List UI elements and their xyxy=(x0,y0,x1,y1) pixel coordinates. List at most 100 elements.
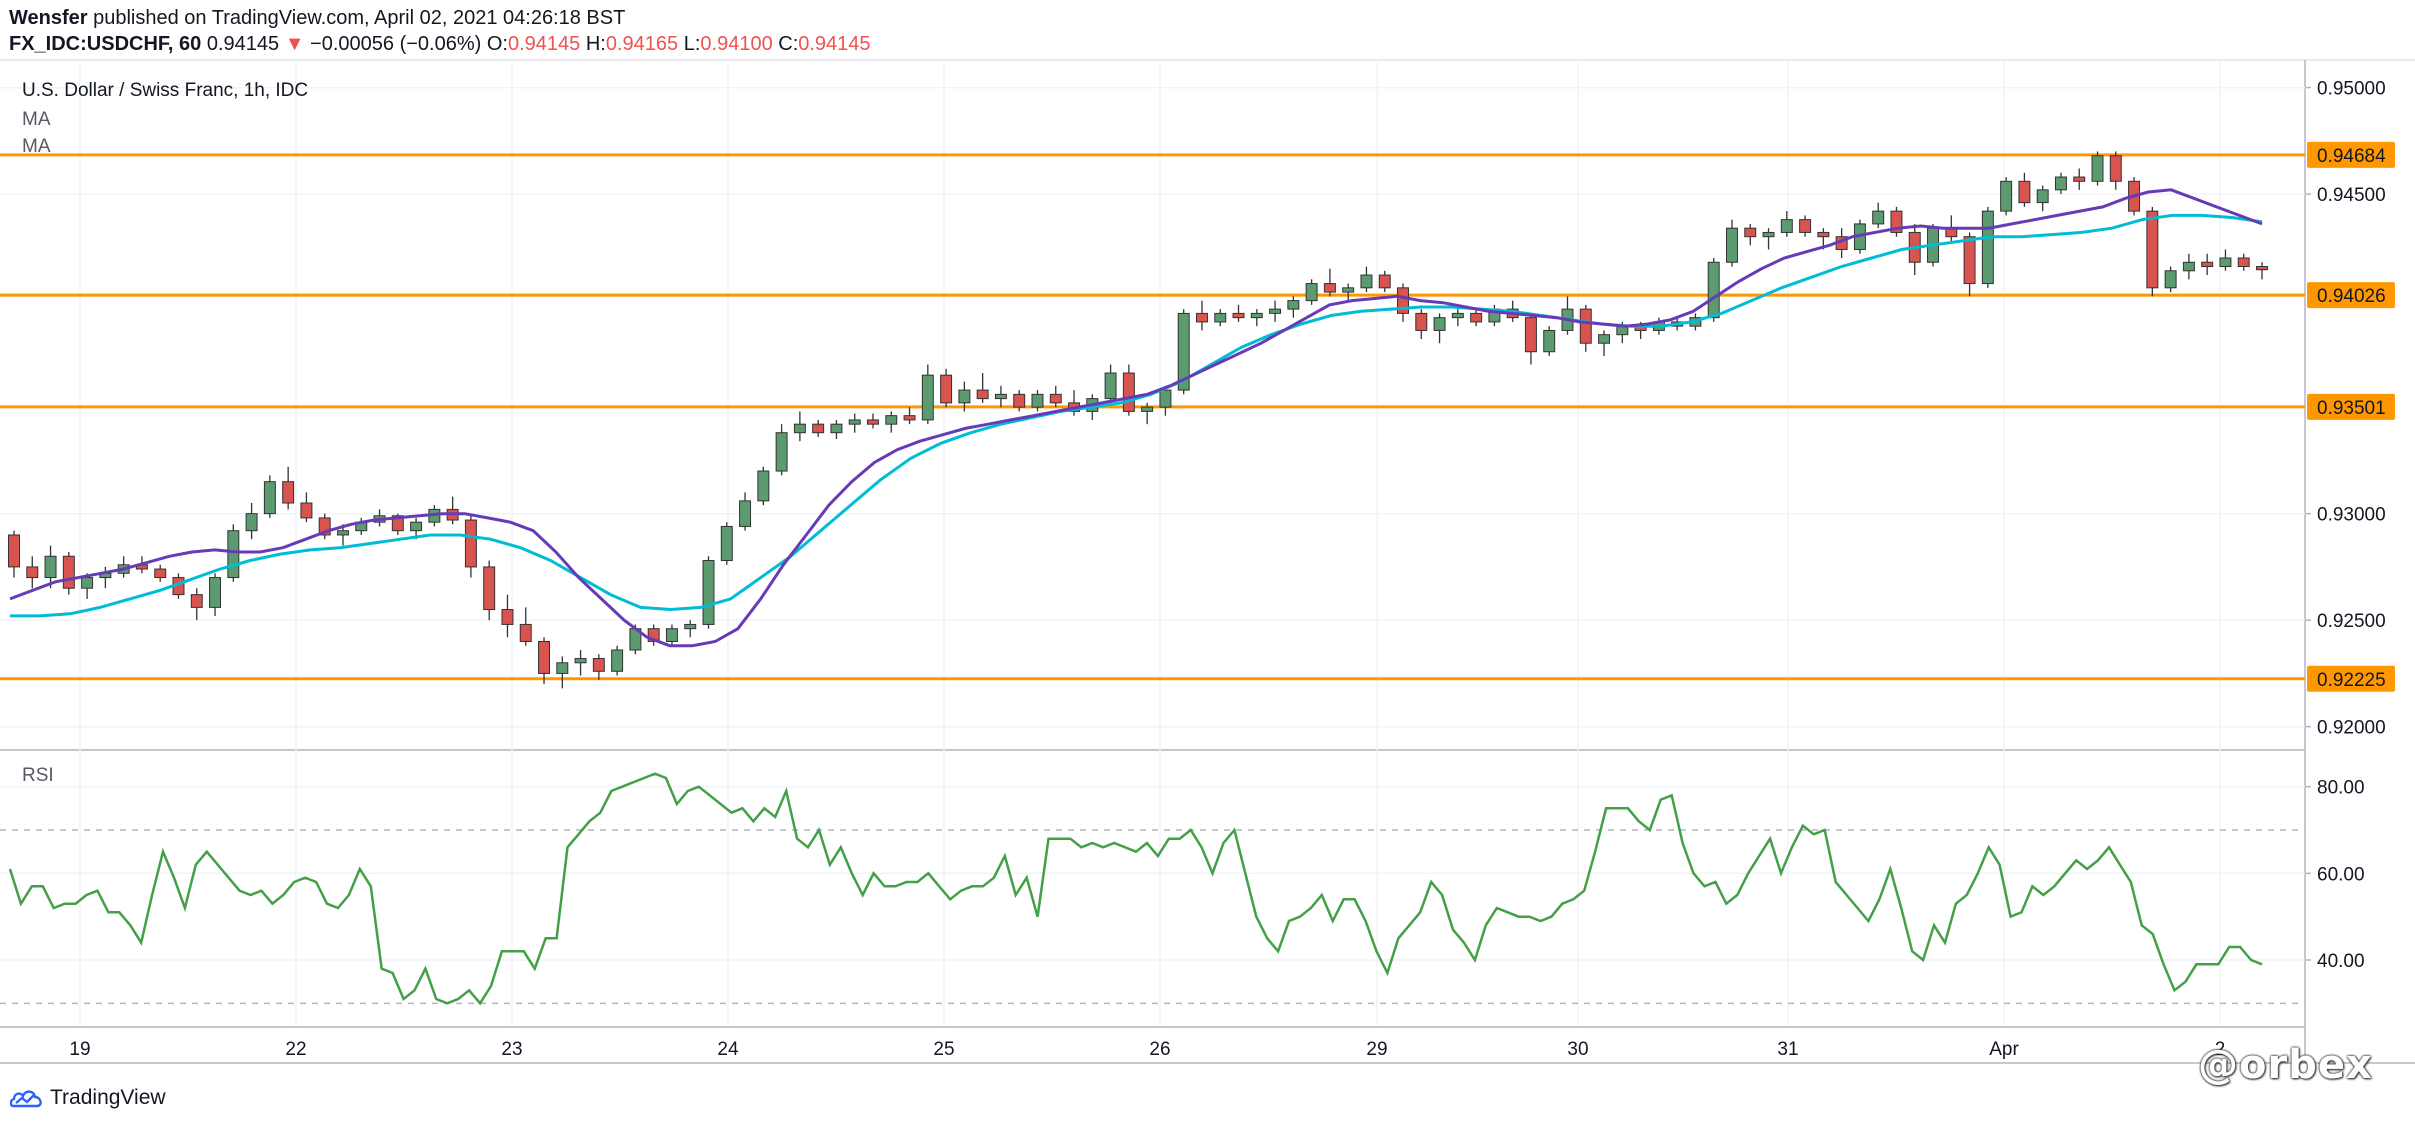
level-price-label: 0.94026 xyxy=(2317,286,2386,307)
candle-body xyxy=(1013,393,1026,408)
candle xyxy=(8,530,20,578)
candle xyxy=(300,492,313,523)
candle xyxy=(1780,211,1793,237)
candle xyxy=(994,385,1007,408)
candle xyxy=(1305,279,1318,305)
rsi-line xyxy=(8,772,2263,1006)
candle xyxy=(885,411,898,433)
y-tick-label: 0.93000 xyxy=(2317,505,2386,526)
candle-body xyxy=(1981,210,1994,285)
author-name[interactable]: Wensfer xyxy=(9,7,88,29)
level-price-label: 0.94684 xyxy=(2317,146,2386,167)
candle xyxy=(611,645,624,676)
rsi-tick-label: 40.00 xyxy=(2317,951,2365,972)
candle-body xyxy=(1141,406,1154,412)
high-label: H: xyxy=(585,33,606,55)
x-tick-label: 29 xyxy=(1366,1039,1387,1060)
candle-body xyxy=(2146,210,2159,289)
candle xyxy=(154,564,167,582)
x-tick-label: 2 xyxy=(2215,1039,2226,1060)
candle xyxy=(1744,223,1757,246)
candle-body xyxy=(611,649,624,672)
candle-body xyxy=(1214,312,1227,323)
candle xyxy=(830,419,843,440)
ma-fast-line xyxy=(9,188,2263,648)
candle xyxy=(1579,304,1592,352)
price-change: −0.00056 (−0.06%) xyxy=(310,33,482,55)
candle xyxy=(775,424,788,476)
candle-body xyxy=(1159,389,1172,408)
ohlc-line: FX_IDC:USDCHF, 60 0.94145 ▼ −0.00056 (−0… xyxy=(9,33,871,56)
candle xyxy=(1543,326,1556,356)
candle xyxy=(1963,232,1976,297)
candle xyxy=(684,620,697,638)
orbex-watermark: @orbex xyxy=(2198,1042,2373,1088)
candle xyxy=(26,556,39,589)
candle-body xyxy=(1031,393,1044,408)
candle-body xyxy=(903,415,916,421)
candle xyxy=(190,588,203,621)
candle-body xyxy=(812,423,825,434)
tradingview-brand[interactable]: TradingView xyxy=(10,1086,166,1110)
ma-legend-1[interactable]: MA xyxy=(22,109,51,130)
candle-body xyxy=(2054,176,2067,191)
candle-body xyxy=(2091,155,2104,182)
published-text: published on TradingView.com, April 02, … xyxy=(93,7,626,29)
candle-body xyxy=(1378,274,1391,289)
candle-body xyxy=(519,623,532,642)
candle xyxy=(519,607,532,646)
candle xyxy=(501,594,514,638)
candle xyxy=(1415,309,1428,339)
series-title[interactable]: U.S. Dollar / Swiss Franc, 1h, IDC xyxy=(22,80,309,101)
candle xyxy=(1031,390,1044,412)
candle-body xyxy=(830,423,843,434)
candle-body xyxy=(464,519,477,568)
y-tick-label: 0.94500 xyxy=(2317,185,2386,206)
candle-body xyxy=(2201,261,2214,268)
rsi-legend[interactable]: RSI xyxy=(22,765,54,786)
candle-body xyxy=(227,530,240,579)
level-price-tag xyxy=(2307,141,2395,168)
candle-body xyxy=(1744,227,1757,238)
candle xyxy=(1524,313,1537,365)
candle-body xyxy=(2219,257,2232,268)
candle xyxy=(1232,304,1245,322)
rsi-tick-label: 80.00 xyxy=(2317,778,2365,799)
candle xyxy=(62,552,75,595)
candle xyxy=(1451,309,1464,327)
x-tick-label: 26 xyxy=(1149,1039,1170,1060)
candle-body xyxy=(538,640,550,674)
y-tick-label: 0.95000 xyxy=(2317,79,2386,100)
candle-body xyxy=(1762,231,1775,238)
candle xyxy=(2237,253,2250,271)
candle-body xyxy=(1872,210,1885,225)
candle xyxy=(848,413,861,433)
candle xyxy=(903,407,916,425)
brand-label: TradingView xyxy=(50,1086,166,1109)
candle-body xyxy=(1122,372,1135,412)
candle xyxy=(1122,364,1135,416)
candle-body xyxy=(190,594,203,608)
level-price-label: 0.92225 xyxy=(2317,670,2386,691)
candle xyxy=(44,545,57,589)
candle xyxy=(2036,185,2049,212)
candle xyxy=(2018,172,2031,207)
candle xyxy=(2219,249,2232,271)
candle-body xyxy=(1397,287,1409,314)
candle-body xyxy=(921,374,934,421)
ma-legend-2[interactable]: MA xyxy=(22,136,51,157)
candle-body xyxy=(757,470,770,502)
candle-body xyxy=(1287,300,1300,310)
symbol: FX_IDC:USDCHF, 60 xyxy=(9,33,202,55)
candle-body xyxy=(2182,261,2195,272)
candle xyxy=(2146,206,2159,297)
close-value: 0.94145 xyxy=(798,33,871,55)
candle xyxy=(1159,385,1172,416)
low-label: L: xyxy=(683,33,701,55)
level-price-tag xyxy=(2307,393,2395,420)
candle xyxy=(1068,390,1081,416)
candle xyxy=(2000,177,2013,216)
candle-body xyxy=(775,432,788,472)
candle-body xyxy=(647,628,660,642)
